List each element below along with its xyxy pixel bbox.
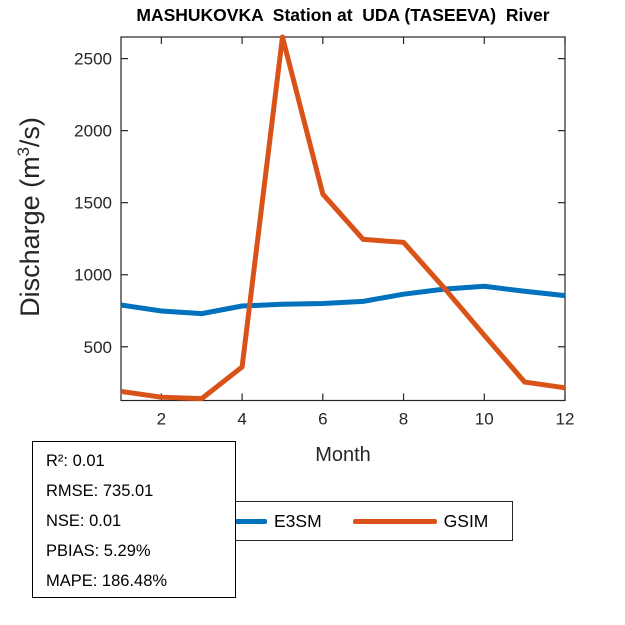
y-tick-label: 500 (84, 338, 112, 357)
x-tick-label: 8 (399, 410, 408, 429)
stats-annotation-box: R²: 0.01 RMSE: 735.01 NSE: 0.01 PBIAS: 5… (32, 441, 236, 598)
chart-title: MASHUKOVKA Station at UDA (TASEEVA) Rive… (136, 5, 550, 25)
x-axis-label: Month (315, 444, 371, 466)
x-tick-label: 2 (157, 410, 166, 429)
x-tick-label: 6 (318, 410, 327, 429)
y-tick-label: 1000 (74, 266, 112, 285)
series-line-e3sm (120, 283, 566, 317)
stat-mape: MAPE: 186.48% (46, 572, 168, 590)
y-tick-label: 2500 (74, 50, 112, 69)
stat-pbias: PBIAS: 5.29% (46, 542, 151, 560)
y-axis-label-unit: /s) (15, 117, 45, 148)
stat-rmse: RMSE: 735.01 (46, 482, 154, 500)
legend-item-gsim: GSIM (352, 510, 489, 532)
stat-r2: R²: 0.01 (46, 452, 105, 470)
legend-label-gsim: GSIM (443, 510, 489, 531)
stat-nse: NSE: 0.01 (46, 512, 122, 530)
legend-line-sample-gsim (352, 518, 437, 524)
x-tick-label: 12 (556, 410, 575, 429)
y-tick-label: 1500 (74, 194, 112, 213)
y-tick-label: 2000 (74, 122, 112, 141)
y-axis-label-superscript: 3 (14, 147, 33, 157)
x-tick-label: 10 (475, 410, 494, 429)
y-axis-label: Discharge (m3/s) (14, 117, 46, 317)
y-axis-label-text: Discharge (m (15, 156, 45, 317)
series-line-gsim (120, 34, 566, 402)
legend-label-e3sm: E3SM (274, 510, 322, 531)
x-tick-label: 4 (237, 410, 246, 429)
axes-box (120, 36, 566, 402)
